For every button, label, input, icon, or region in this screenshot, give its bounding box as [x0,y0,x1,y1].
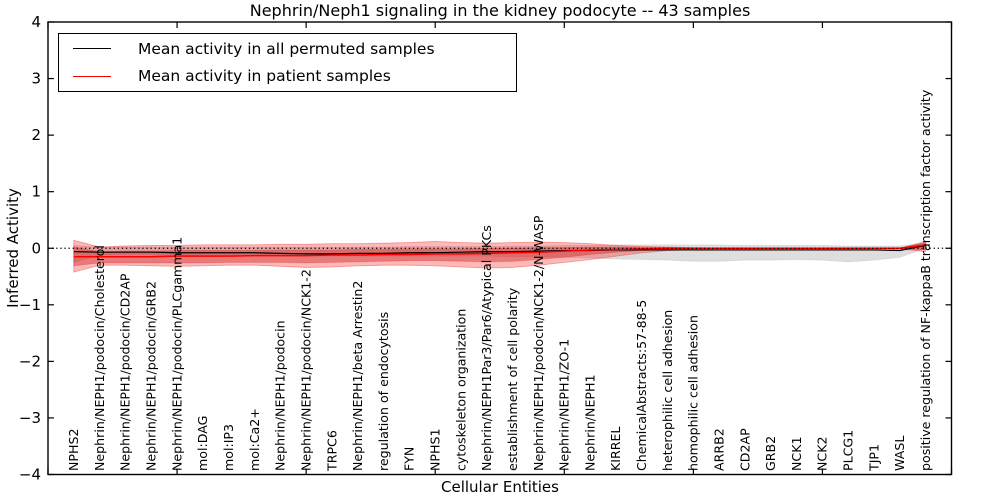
x-category-label: regulation of endocytosis [376,312,391,471]
x-category-label: NCK2 [815,437,830,472]
x-category-label: Nephrin/NEPH1/ZO-1 [557,339,572,471]
y-tick-label: −2 [19,352,41,370]
x-category-label: establishment of cell polarity [505,287,520,471]
y-tick-label: −3 [19,409,41,427]
x-category-label: Nephrin/NEPH1/podocin/NCK1-2 [298,269,313,471]
x-category-label: ARRB2 [711,428,726,471]
legend-label-permuted: Mean activity in all permuted samples [138,39,435,58]
x-category-label: Nephrin/NEPH1/podocin [273,320,288,471]
y-tick-label: −1 [19,296,41,314]
series-line-patient [73,244,926,258]
legend-item-permuted: Mean activity in all permuted samples [59,36,516,62]
x-category-label: NPHS1 [428,429,443,472]
patient-line-swatch [73,75,111,77]
x-category-label: Nephrin/NEPH1 [582,374,597,471]
x-category-label: Nephrin/NEPH1/beta Arrestin2 [350,281,365,471]
x-category-label: Nephrin/NEPH1/podocin/CD2AP [118,273,133,471]
x-category-label: Nephrin/NEPH1Par3/Par6/Atypical PKCs [479,225,494,471]
permuted-line-swatch [73,48,111,50]
x-category-label: Nephrin/NEPH1/podocin/NCK1-2/N-WASP [531,215,546,471]
x-category-label: NCK1 [789,437,804,472]
x-category-label: TRPC6 [324,430,339,472]
x-axis-label: Cellular Entities [441,478,559,496]
legend-label-patient: Mean activity in patient samples [138,67,391,86]
x-category-label: KIRREL [608,427,623,471]
x-category-label: TJP1 [866,444,881,472]
x-category-label: PLCG1 [841,430,856,471]
x-category-label: WASL [892,436,907,471]
y-tick-label: 0 [31,239,41,257]
x-category-label: Nephrin/NEPH1/podocin/PLCgamma1 [169,237,184,471]
x-category-label: Nephrin/NEPH1/podocin/GRB2 [144,281,159,471]
legend: Mean activity in all permuted samples Me… [58,33,517,92]
y-tick-label: 4 [31,13,41,31]
x-category-label: CD2AP [737,428,752,471]
y-tick-label: 3 [31,70,41,88]
x-category-label: heterophilic cell adhesion [660,310,675,471]
x-category-label: Nephrin/NEPH1/podocin/Cholesterol [92,245,107,471]
y-axis-label: Inferred Activity [4,188,22,308]
x-category-label: NPHS2 [66,429,81,472]
x-category-label: mol:Ca2+ [247,408,262,471]
x-category-label: FYN [402,447,417,471]
y-tick-label: 1 [31,183,41,201]
x-category-label: positive regulation of NF-kappaB transcr… [918,89,933,471]
x-category-label: mol:IP3 [221,424,236,471]
y-tick-label: 2 [31,126,41,144]
x-category-label: cytoskeleton organization [453,309,468,471]
y-tick-label: −4 [19,466,41,484]
x-category-label: homophilic cell adhesion [686,315,701,471]
x-category-label: mol:DAG [195,416,210,471]
x-category-label: GRB2 [763,436,778,471]
series-line-permuted [73,244,926,255]
chart-title: Nephrin/Neph1 signaling in the kidney po… [249,1,751,20]
legend-item-patient: Mean activity in patient samples [59,63,516,89]
x-category-label: ChemicalAbstracts:57-88-5 [634,300,649,471]
